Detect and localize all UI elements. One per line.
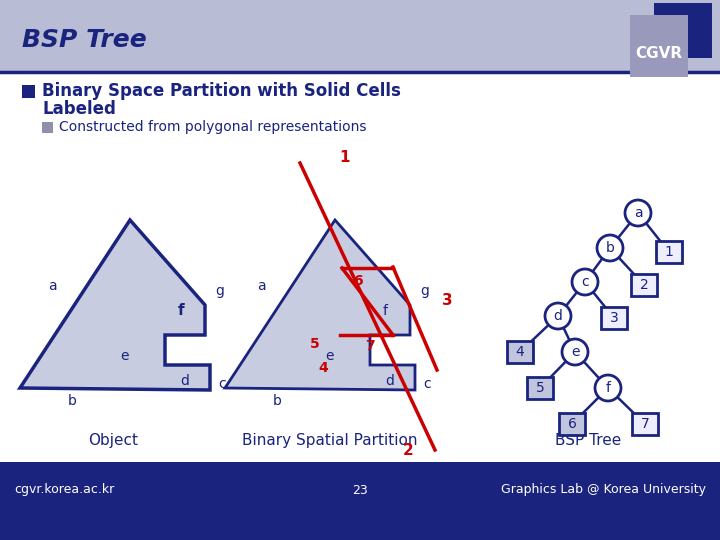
Text: Constructed from polygonal representations: Constructed from polygonal representatio… <box>59 120 366 134</box>
Text: 23: 23 <box>352 483 368 496</box>
Text: a: a <box>634 206 642 220</box>
Text: 1: 1 <box>340 150 350 165</box>
FancyBboxPatch shape <box>631 274 657 296</box>
Bar <box>630 15 688 77</box>
Text: f: f <box>606 381 611 395</box>
Text: f: f <box>383 304 388 318</box>
Text: 3: 3 <box>442 293 453 308</box>
Text: 4: 4 <box>318 361 328 375</box>
Circle shape <box>572 269 598 295</box>
Text: d: d <box>554 309 562 323</box>
Text: 5: 5 <box>536 381 544 395</box>
Text: cgvr.korea.ac.kr: cgvr.korea.ac.kr <box>14 483 114 496</box>
Text: d: d <box>385 374 394 388</box>
Text: BSP Tree: BSP Tree <box>22 28 147 52</box>
Text: c: c <box>218 377 225 391</box>
Text: b: b <box>606 241 614 255</box>
Text: 5: 5 <box>310 337 320 351</box>
Circle shape <box>597 235 623 261</box>
Text: BSP Tree: BSP Tree <box>555 433 621 448</box>
Polygon shape <box>20 220 210 390</box>
Text: 4: 4 <box>516 345 524 359</box>
Text: e: e <box>325 349 333 363</box>
Bar <box>22 85 35 98</box>
Text: Binary Spatial Partition: Binary Spatial Partition <box>242 433 418 448</box>
Circle shape <box>562 339 588 365</box>
Text: CGVR: CGVR <box>636 45 683 60</box>
FancyBboxPatch shape <box>601 307 627 329</box>
Text: 2: 2 <box>639 278 649 292</box>
Text: Object: Object <box>88 433 138 448</box>
Text: 1: 1 <box>665 245 673 259</box>
FancyBboxPatch shape <box>656 241 682 263</box>
Text: 7: 7 <box>365 339 375 353</box>
Text: c: c <box>423 377 431 391</box>
FancyBboxPatch shape <box>559 413 585 435</box>
Text: Graphics Lab @ Korea University: Graphics Lab @ Korea University <box>501 483 706 496</box>
Text: 6: 6 <box>567 417 577 431</box>
Bar <box>0 0 720 72</box>
Bar <box>654 3 712 58</box>
Circle shape <box>625 200 651 226</box>
Bar <box>0 462 720 540</box>
Text: g: g <box>215 284 224 298</box>
Text: c: c <box>581 275 589 289</box>
Circle shape <box>595 375 621 401</box>
Text: b: b <box>68 394 77 408</box>
FancyBboxPatch shape <box>527 377 553 399</box>
Text: a: a <box>48 279 56 293</box>
Text: b: b <box>273 394 282 408</box>
Text: e: e <box>571 345 580 359</box>
FancyBboxPatch shape <box>507 341 533 363</box>
Text: Labeled: Labeled <box>42 100 116 118</box>
Text: 2: 2 <box>402 443 413 458</box>
Text: g: g <box>420 284 429 298</box>
Text: 7: 7 <box>641 417 649 431</box>
Text: e: e <box>120 349 128 363</box>
FancyBboxPatch shape <box>632 413 658 435</box>
Polygon shape <box>225 220 415 390</box>
Bar <box>42 122 53 133</box>
Circle shape <box>545 303 571 329</box>
Text: d: d <box>180 374 189 388</box>
Text: a: a <box>257 279 266 293</box>
Text: 3: 3 <box>610 311 618 325</box>
Text: 6: 6 <box>354 274 363 288</box>
Text: f: f <box>178 303 184 318</box>
Text: Binary Space Partition with Solid Cells: Binary Space Partition with Solid Cells <box>42 82 401 100</box>
